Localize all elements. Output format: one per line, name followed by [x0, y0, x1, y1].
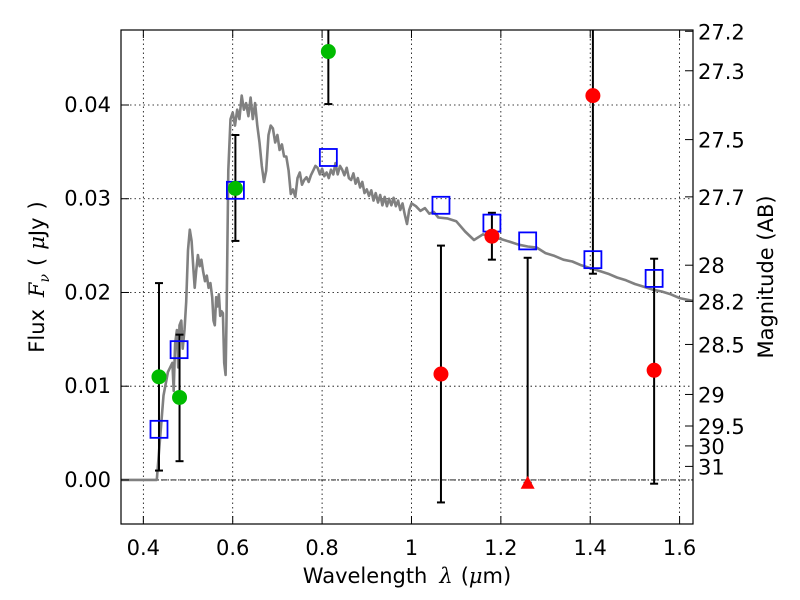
- model-photometry-square: [644, 269, 664, 288]
- model-photometry-square: [518, 231, 538, 251]
- y-tick-label: 0.04: [64, 93, 111, 117]
- x-tick-label: 1.6: [663, 536, 696, 560]
- mag-tick-label: 29: [698, 383, 725, 407]
- mag-tick-label: 27.2: [698, 20, 745, 44]
- y-tick-label: 0.00: [64, 468, 111, 492]
- x-tick-label: 0.8: [305, 536, 338, 560]
- nir-detection-point: [585, 88, 601, 104]
- optical-detection-point: [320, 44, 336, 60]
- mag-tick-label: 30: [698, 435, 725, 459]
- mag-tick-label: 28: [698, 254, 725, 278]
- x-axis-title: Wavelength λ (μm): [303, 564, 511, 588]
- model-photometry-square: [318, 148, 338, 167]
- x-tick-label: 0.6: [216, 536, 249, 560]
- model-photometry-square: [431, 195, 451, 215]
- optical-detection-point: [151, 369, 167, 385]
- model-sed-layer: [121, 94, 694, 482]
- optical-detection-point: [172, 389, 188, 405]
- plot-frame: [120, 29, 694, 525]
- model-photometry-square: [583, 250, 603, 270]
- y-axis-title-left: FluxFν(μJy): [25, 201, 53, 352]
- nir-detection-point: [646, 362, 662, 378]
- mag-tick-label: 27.7: [698, 186, 745, 210]
- y-tick-label: 0.02: [64, 280, 111, 304]
- y-tick-label: 0.01: [64, 374, 111, 398]
- mag-tick-label: 27.5: [698, 129, 745, 153]
- mag-tick-label: 28.5: [698, 333, 745, 357]
- y-axis-title-right: Magnitude (AB): [754, 195, 778, 358]
- y-tick-label: 0.03: [64, 187, 111, 211]
- mag-tick-label: 29.5: [698, 415, 745, 439]
- x-tick-label: 0.4: [127, 536, 160, 560]
- nir-detection-point: [433, 366, 449, 382]
- model-sed-line: [121, 94, 694, 482]
- model-photometry-square: [169, 340, 189, 360]
- x-tick-label: 1: [405, 536, 418, 560]
- nir-detection-point: [484, 228, 500, 244]
- non-detection-triangle: [520, 475, 535, 489]
- x-tick-label: 1.4: [574, 536, 607, 560]
- model-photometry-square: [149, 419, 169, 439]
- data-markers: [149, 44, 664, 489]
- axis-ticks: 0.4 0.6 0.8 1 1.2 1.4 1.6 0.00 0.01 0.02 0.03 0.04 2…: [64, 20, 745, 560]
- mag-tick-label: 31: [698, 455, 725, 479]
- mag-tick-label: 28.2: [698, 290, 745, 314]
- mag-tick-label: 27.3: [698, 60, 745, 84]
- optical-detection-point: [227, 180, 243, 196]
- x-tick-label: 1.2: [484, 536, 517, 560]
